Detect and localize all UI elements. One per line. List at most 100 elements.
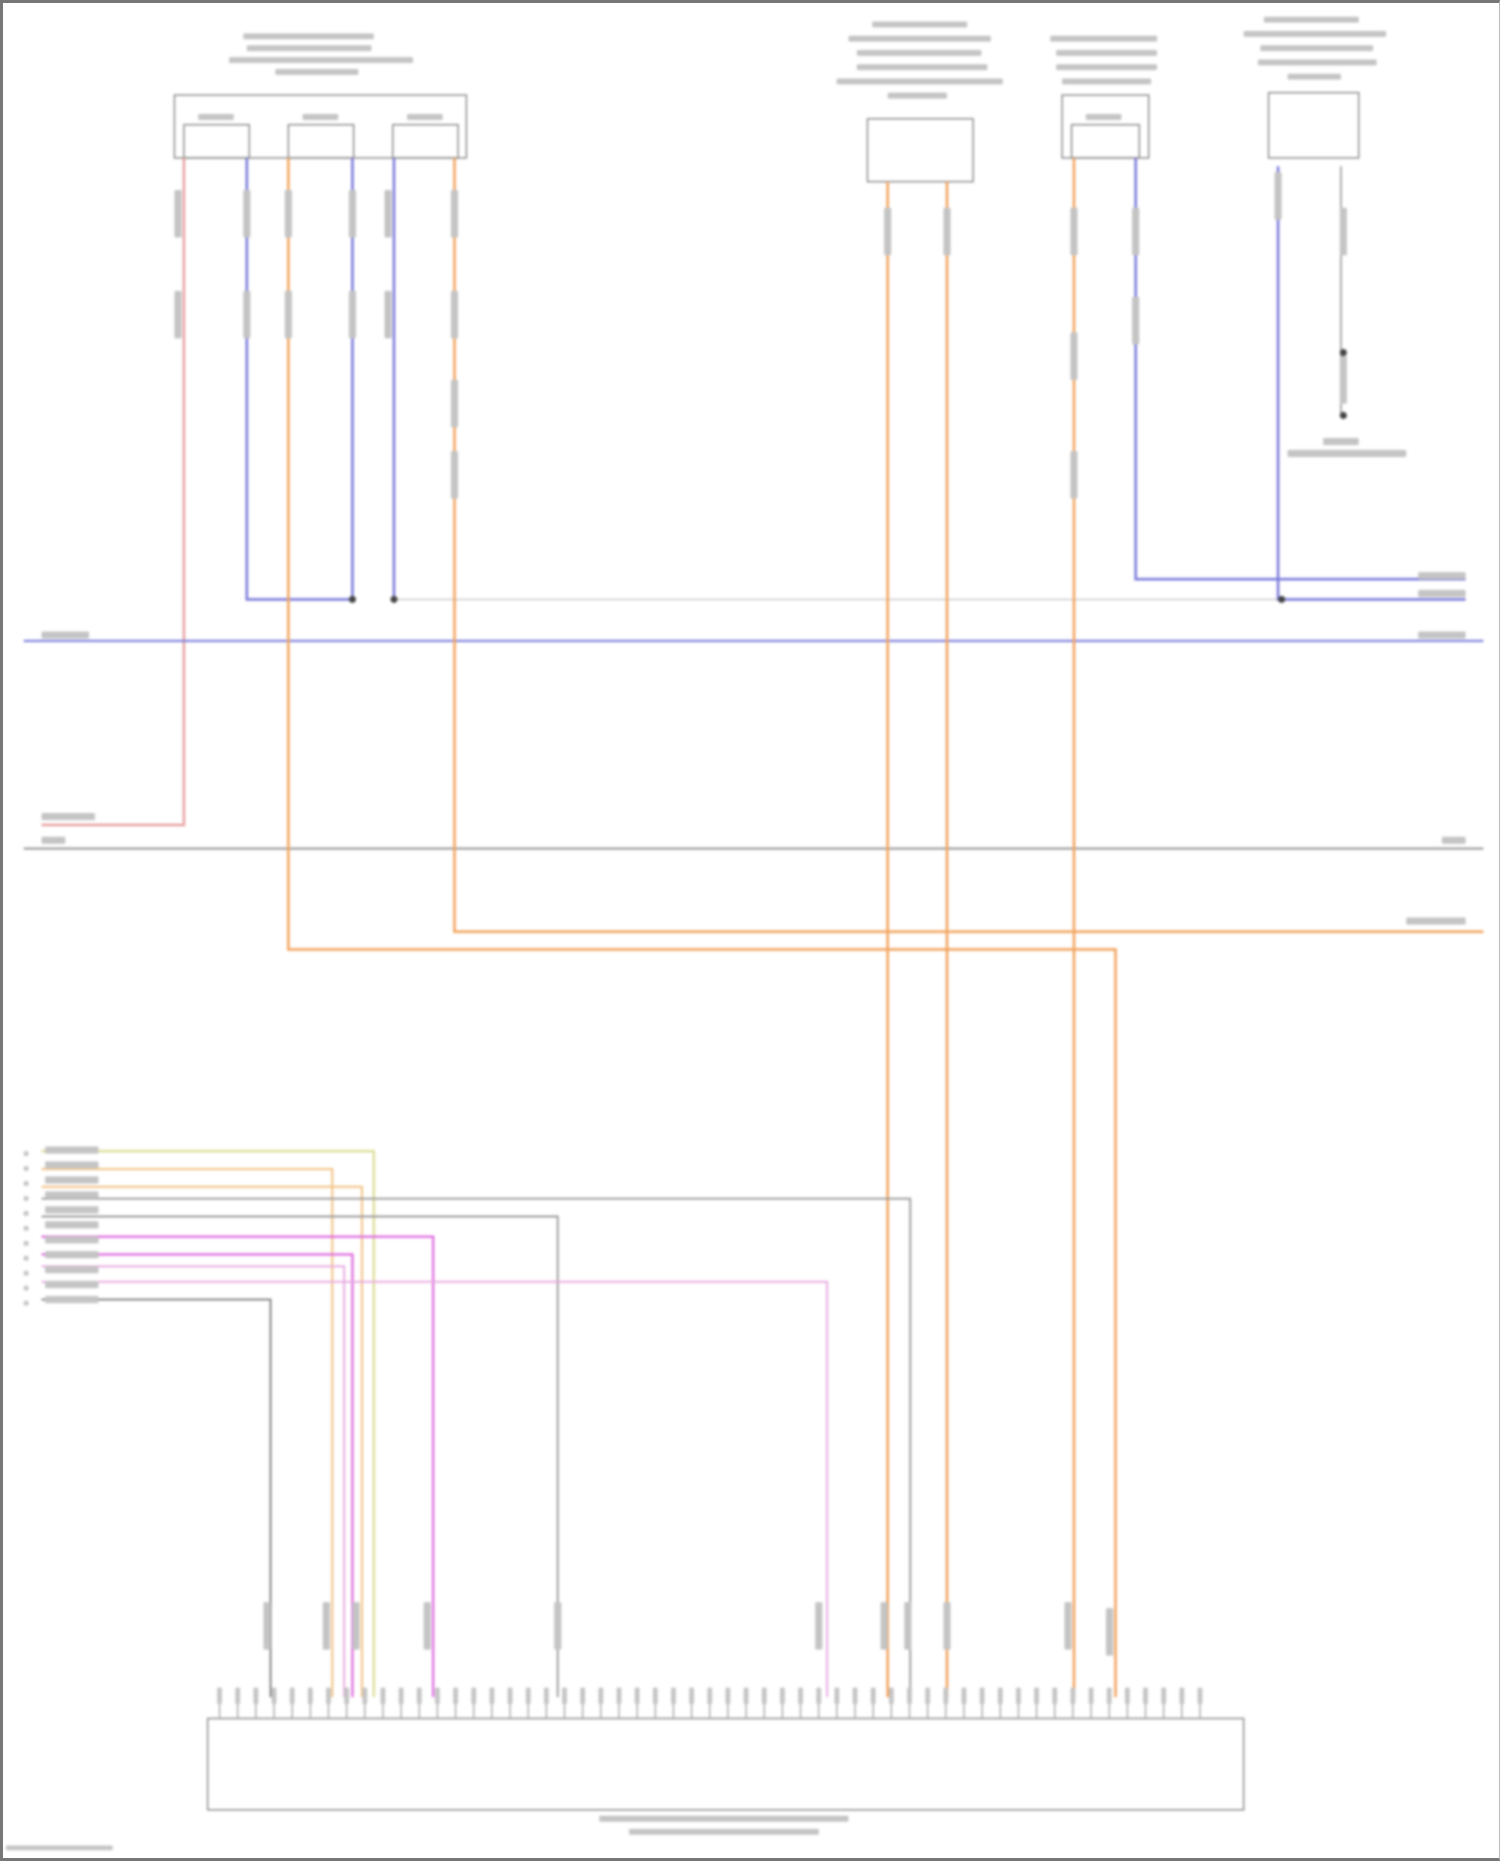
pin-number — [23, 1225, 29, 1231]
switch-module-title — [1287, 73, 1341, 80]
ecm-pin-label — [816, 1687, 822, 1705]
wire-light-orange — [41, 1185, 364, 1698]
wire-color-code — [263, 1602, 271, 1650]
wire-color-code — [45, 1206, 99, 1214]
ecm-pin-label — [870, 1687, 876, 1705]
pin-number — [23, 1151, 29, 1156]
splice-dot — [1339, 349, 1347, 357]
wire-color-code — [1132, 207, 1140, 256]
ecm-pin-label — [416, 1687, 422, 1705]
wire-color-code — [904, 1602, 912, 1650]
splice-dot — [1278, 595, 1286, 603]
wire-color-code — [41, 813, 95, 821]
ecm-pin-label — [271, 1687, 277, 1705]
wire-color-code — [1287, 449, 1407, 458]
relay-block-title — [246, 45, 372, 52]
wire-color-code — [450, 379, 459, 428]
label-text — [302, 114, 339, 120]
wire-color-code — [45, 1161, 99, 1169]
sensor-module-title — [856, 64, 988, 71]
wire-light-magenta — [41, 1265, 346, 1698]
switch-module-title — [1257, 59, 1377, 66]
wire-magenta — [41, 1253, 354, 1698]
ecm-pin-label — [1016, 1687, 1021, 1705]
pressure-sensor-connector — [1070, 124, 1140, 159]
label-text — [198, 114, 234, 120]
wire-color-code — [243, 290, 251, 339]
ecm-pin-label — [979, 1687, 985, 1705]
wire-color-code — [41, 836, 66, 844]
ecm-pin-label — [780, 1687, 785, 1705]
wire-color-code — [45, 1176, 99, 1184]
switch-module-title — [1260, 45, 1374, 52]
ecm-pin-label — [453, 1687, 458, 1705]
ecm-pin-label — [671, 1687, 676, 1705]
pressure-sensor-title — [1050, 35, 1158, 42]
ecm-pin-label — [725, 1687, 731, 1705]
ecm-pin-label — [562, 1687, 567, 1705]
ecm-pin-label — [398, 1687, 404, 1705]
ecm-pin-label — [289, 1687, 295, 1705]
wire-color-code — [943, 207, 951, 256]
ecm-pin-label — [362, 1687, 368, 1705]
sensor-module-title — [848, 35, 991, 42]
sensor-module-box — [866, 118, 974, 183]
ecm-pin-label — [997, 1687, 1003, 1705]
pin-number — [23, 1270, 29, 1276]
wire-color-code — [174, 290, 182, 339]
ecm-pin-label — [525, 1687, 531, 1705]
ecm-pin-label — [1088, 1687, 1094, 1705]
wire-color-code — [384, 189, 392, 238]
wire-color-code — [45, 1236, 99, 1244]
wire-blue — [245, 157, 353, 601]
wire-color-code — [284, 290, 292, 339]
switch-module-title — [1263, 16, 1359, 23]
ecm-pin-label — [761, 1687, 767, 1705]
wire-color-code — [45, 1251, 99, 1259]
ecm-pin-label — [380, 1687, 386, 1705]
ecm-pin-label — [1070, 1687, 1076, 1705]
wire-color-code — [45, 1221, 99, 1229]
pin-number — [23, 1285, 29, 1291]
wire-color-code — [943, 1602, 951, 1650]
ecm-pin-label — [961, 1687, 967, 1705]
ecm-pin-label — [743, 1687, 749, 1705]
ecm-pin-label — [707, 1687, 713, 1705]
wire-color-code — [1418, 631, 1466, 639]
switch-module-title — [1243, 30, 1387, 37]
pin-number — [23, 1240, 29, 1246]
wire-color-code — [554, 1602, 562, 1650]
pressure-sensor-title — [1056, 64, 1158, 71]
splice-dot — [390, 595, 398, 603]
ecm-pin-label — [253, 1687, 259, 1705]
ecm-pin-label — [907, 1687, 912, 1705]
label-text — [1085, 114, 1122, 120]
engine-control-module-title — [599, 1815, 849, 1822]
relay-connector-2 — [287, 124, 355, 159]
engine-control-module-box — [206, 1717, 1245, 1811]
ecm-pin-label — [943, 1687, 949, 1705]
ecm-pin-label — [471, 1687, 477, 1705]
engine-control-module-title — [628, 1828, 819, 1835]
wire-color-code — [284, 189, 292, 238]
wire-color-code — [45, 1146, 99, 1154]
sensor-module-title — [872, 21, 968, 28]
ecm-pin-label — [217, 1687, 222, 1705]
ecm-pin-label — [852, 1687, 858, 1705]
pin-number — [23, 1166, 29, 1171]
pin-number — [23, 1300, 29, 1306]
ecm-pin-label — [543, 1687, 549, 1705]
pressure-sensor-title — [1062, 78, 1152, 85]
ecm-pin-label — [1125, 1687, 1130, 1705]
wire-color-code — [45, 1281, 99, 1289]
ecm-pin-label — [1034, 1687, 1039, 1705]
ecm-pin-label — [888, 1687, 894, 1705]
splice-dot — [348, 595, 357, 603]
ecm-pin-label — [1197, 1687, 1203, 1705]
ecm-pin-label — [1161, 1687, 1167, 1705]
wire-orange — [287, 157, 1117, 1698]
wire-color-code — [45, 1296, 99, 1304]
wire-color-code — [322, 1602, 330, 1650]
wire-color-code — [423, 1602, 431, 1650]
